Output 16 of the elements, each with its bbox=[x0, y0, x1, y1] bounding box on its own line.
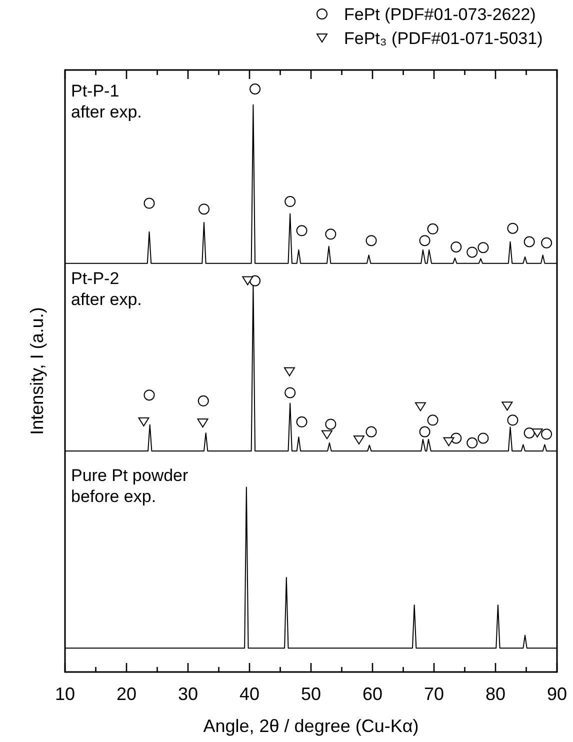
x-tick-label: 60 bbox=[362, 684, 383, 704]
x-tick-label: 40 bbox=[239, 684, 260, 704]
annotation: Pt-P-2 after exp. bbox=[71, 269, 142, 310]
x-axis-title: Angle, 2θ / degree (Cu-Kα) bbox=[203, 716, 419, 736]
legend-label: FePt (PDF#01-073-2622) bbox=[344, 5, 536, 24]
annotation: Pure Pt powder before exp. bbox=[71, 466, 189, 506]
x-tick-label: 20 bbox=[116, 684, 137, 704]
x-tick-label: 30 bbox=[178, 684, 198, 704]
x-tick-label: 90 bbox=[546, 684, 568, 704]
x-tick-label: 50 bbox=[300, 684, 322, 704]
legend-label: FePt₃ (PDF#01-071-5031) bbox=[344, 29, 543, 48]
x-tick-label: 70 bbox=[424, 684, 444, 704]
x-tick-label: 10 bbox=[54, 684, 76, 704]
x-tick-label: 80 bbox=[485, 684, 506, 704]
y-axis-title: Intensity, I (a.u.) bbox=[27, 307, 47, 435]
annotation: Pt-P-1 after exp. bbox=[71, 81, 142, 122]
